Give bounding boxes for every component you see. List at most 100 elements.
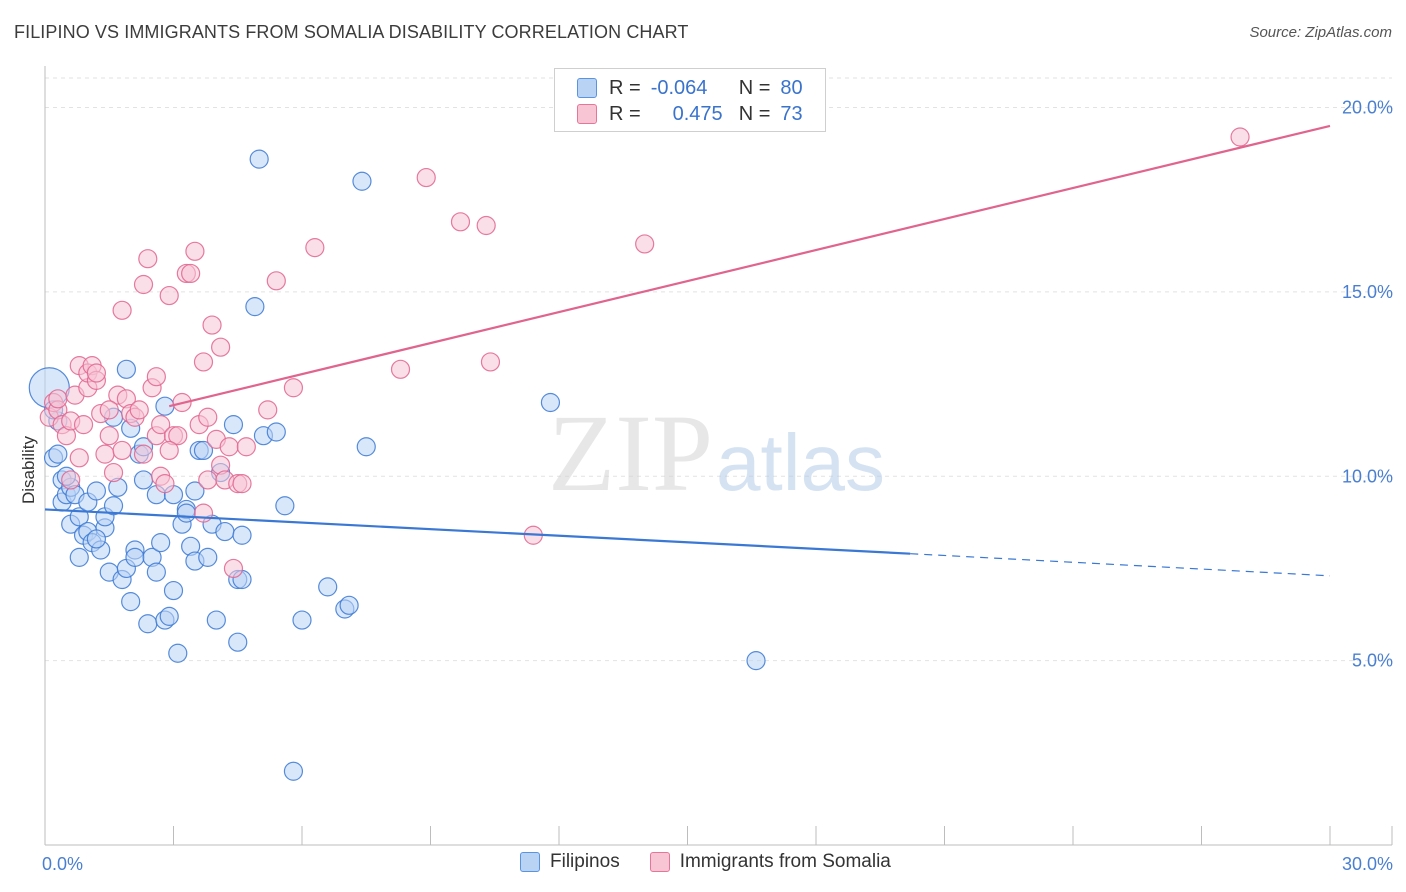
somalia-point <box>133 274 154 295</box>
legend-n-label: N = <box>738 102 771 125</box>
tick-labels: 5.0% 10.0% 15.0% 20.0% 0.0% 30.0% <box>42 98 1393 875</box>
filipinos-point <box>116 359 136 379</box>
legend-row-somalia: R = 0.475 N = 73 <box>577 101 803 127</box>
filipinos-point <box>283 761 304 781</box>
filipinos-point <box>168 643 188 663</box>
data-points <box>28 127 1250 781</box>
correlation-legend: R = -0.064 N = 80 R = 0.475 N = 73 <box>554 68 826 132</box>
series-swatch-somalia <box>649 852 670 872</box>
filipinos-point <box>125 547 145 567</box>
filipinos-point <box>339 595 359 615</box>
filipinos-point <box>352 171 372 191</box>
somalia-point <box>219 437 239 457</box>
somalia-point <box>159 285 179 306</box>
somalia-point <box>476 215 496 236</box>
filipinos-point <box>133 470 154 490</box>
somalia-point <box>450 212 471 232</box>
filipinos-point <box>159 606 179 626</box>
filipinos-point <box>86 481 107 501</box>
somalia-point <box>48 389 68 409</box>
filipinos-point <box>198 547 218 567</box>
legend-r-label: R = <box>609 76 641 99</box>
filipinos-point <box>103 496 124 516</box>
series-legend: Filipinos Immigrants from Somalia <box>520 851 921 873</box>
filipinos-point <box>206 610 226 630</box>
filipinos-point <box>249 149 269 169</box>
x-tick-label: 30.0% <box>1342 854 1393 874</box>
somalia-point <box>99 400 119 420</box>
filipinos-point <box>245 297 265 317</box>
filipinos-point <box>215 521 235 542</box>
x-tick-label: 0.0% <box>42 854 83 874</box>
somalia-point <box>1230 127 1250 147</box>
somalia-point <box>103 462 124 483</box>
legend-row-filipinos: R = -0.064 N = 80 <box>577 75 803 101</box>
filipinos-point <box>151 533 171 553</box>
somalia-point <box>129 400 149 420</box>
somalia-point <box>99 426 119 446</box>
chart-title: FILIPINO VS IMMIGRANTS FROM SOMALIA DISA… <box>14 22 689 42</box>
trend-lines <box>44 124 1331 577</box>
somalia-point <box>155 474 175 494</box>
filipinos-point <box>69 547 89 567</box>
legend-n-label: N = <box>738 76 771 99</box>
filipinos-point <box>185 481 205 501</box>
series-label-somalia: Immigrants from Somalia <box>679 851 891 872</box>
somalia-point <box>138 249 158 269</box>
series-swatch-filipinos <box>520 852 540 872</box>
somalia-point <box>258 400 278 420</box>
somalia-point <box>223 558 244 579</box>
somalia-point <box>73 415 94 435</box>
somalia-point <box>198 470 218 490</box>
filipinos-point <box>292 610 312 630</box>
legend-r-label: R = <box>609 102 641 125</box>
legend-swatch-somalia <box>577 104 597 124</box>
filipinos-point <box>266 422 286 442</box>
somalia-point <box>416 167 436 188</box>
filipinos-point <box>176 503 196 523</box>
somalia-point <box>69 448 89 468</box>
somalia-point <box>86 363 107 383</box>
legend-n-value: 73 <box>780 102 803 125</box>
legend-r-value: -0.064 <box>650 76 708 99</box>
somalia-point <box>266 271 286 291</box>
somalia-point <box>283 378 304 398</box>
somalia-point <box>480 352 501 372</box>
somalia-point <box>232 474 252 494</box>
series-legend-filipinos: Filipinos <box>520 851 620 873</box>
filipinos-point <box>48 444 68 464</box>
filipinos-point <box>275 496 295 516</box>
y-tick-label: 5.0% <box>1352 651 1393 671</box>
filipinos-point <box>223 415 244 435</box>
somalia-point <box>112 440 132 461</box>
y-tick-label: 20.0% <box>1342 98 1393 118</box>
somalia-point <box>390 359 411 379</box>
somalia-point <box>159 440 179 461</box>
legend-r-value: 0.475 <box>672 102 723 125</box>
legend-swatch-filipinos <box>577 78 597 98</box>
trend-line-filipinos-extension <box>910 553 1331 577</box>
somalia-point <box>95 444 115 464</box>
source-label: Source: ZipAtlas.com <box>1249 24 1392 41</box>
series-legend-somalia: Immigrants from Somalia <box>649 851 891 873</box>
somalia-point <box>635 234 655 254</box>
somalia-point <box>146 367 166 387</box>
filipinos-point <box>540 392 561 413</box>
trend-line-somalia <box>168 124 1331 408</box>
filipinos-point <box>146 562 166 582</box>
filipinos-point <box>163 580 184 601</box>
y-tick-label: 10.0% <box>1342 466 1393 486</box>
somalia-point <box>61 470 81 490</box>
legend-n-value: 80 <box>780 76 803 99</box>
somalia-point <box>185 241 205 261</box>
watermark-zip: ZIP <box>548 392 713 514</box>
somalia-point <box>305 238 325 258</box>
filipinos-point <box>746 651 766 671</box>
filipinos-point <box>228 632 248 652</box>
somalia-point <box>193 503 214 523</box>
filipinos-point <box>193 440 214 461</box>
somalia-point <box>112 300 132 320</box>
somalia-point <box>133 444 154 464</box>
filipinos-point <box>356 437 376 457</box>
